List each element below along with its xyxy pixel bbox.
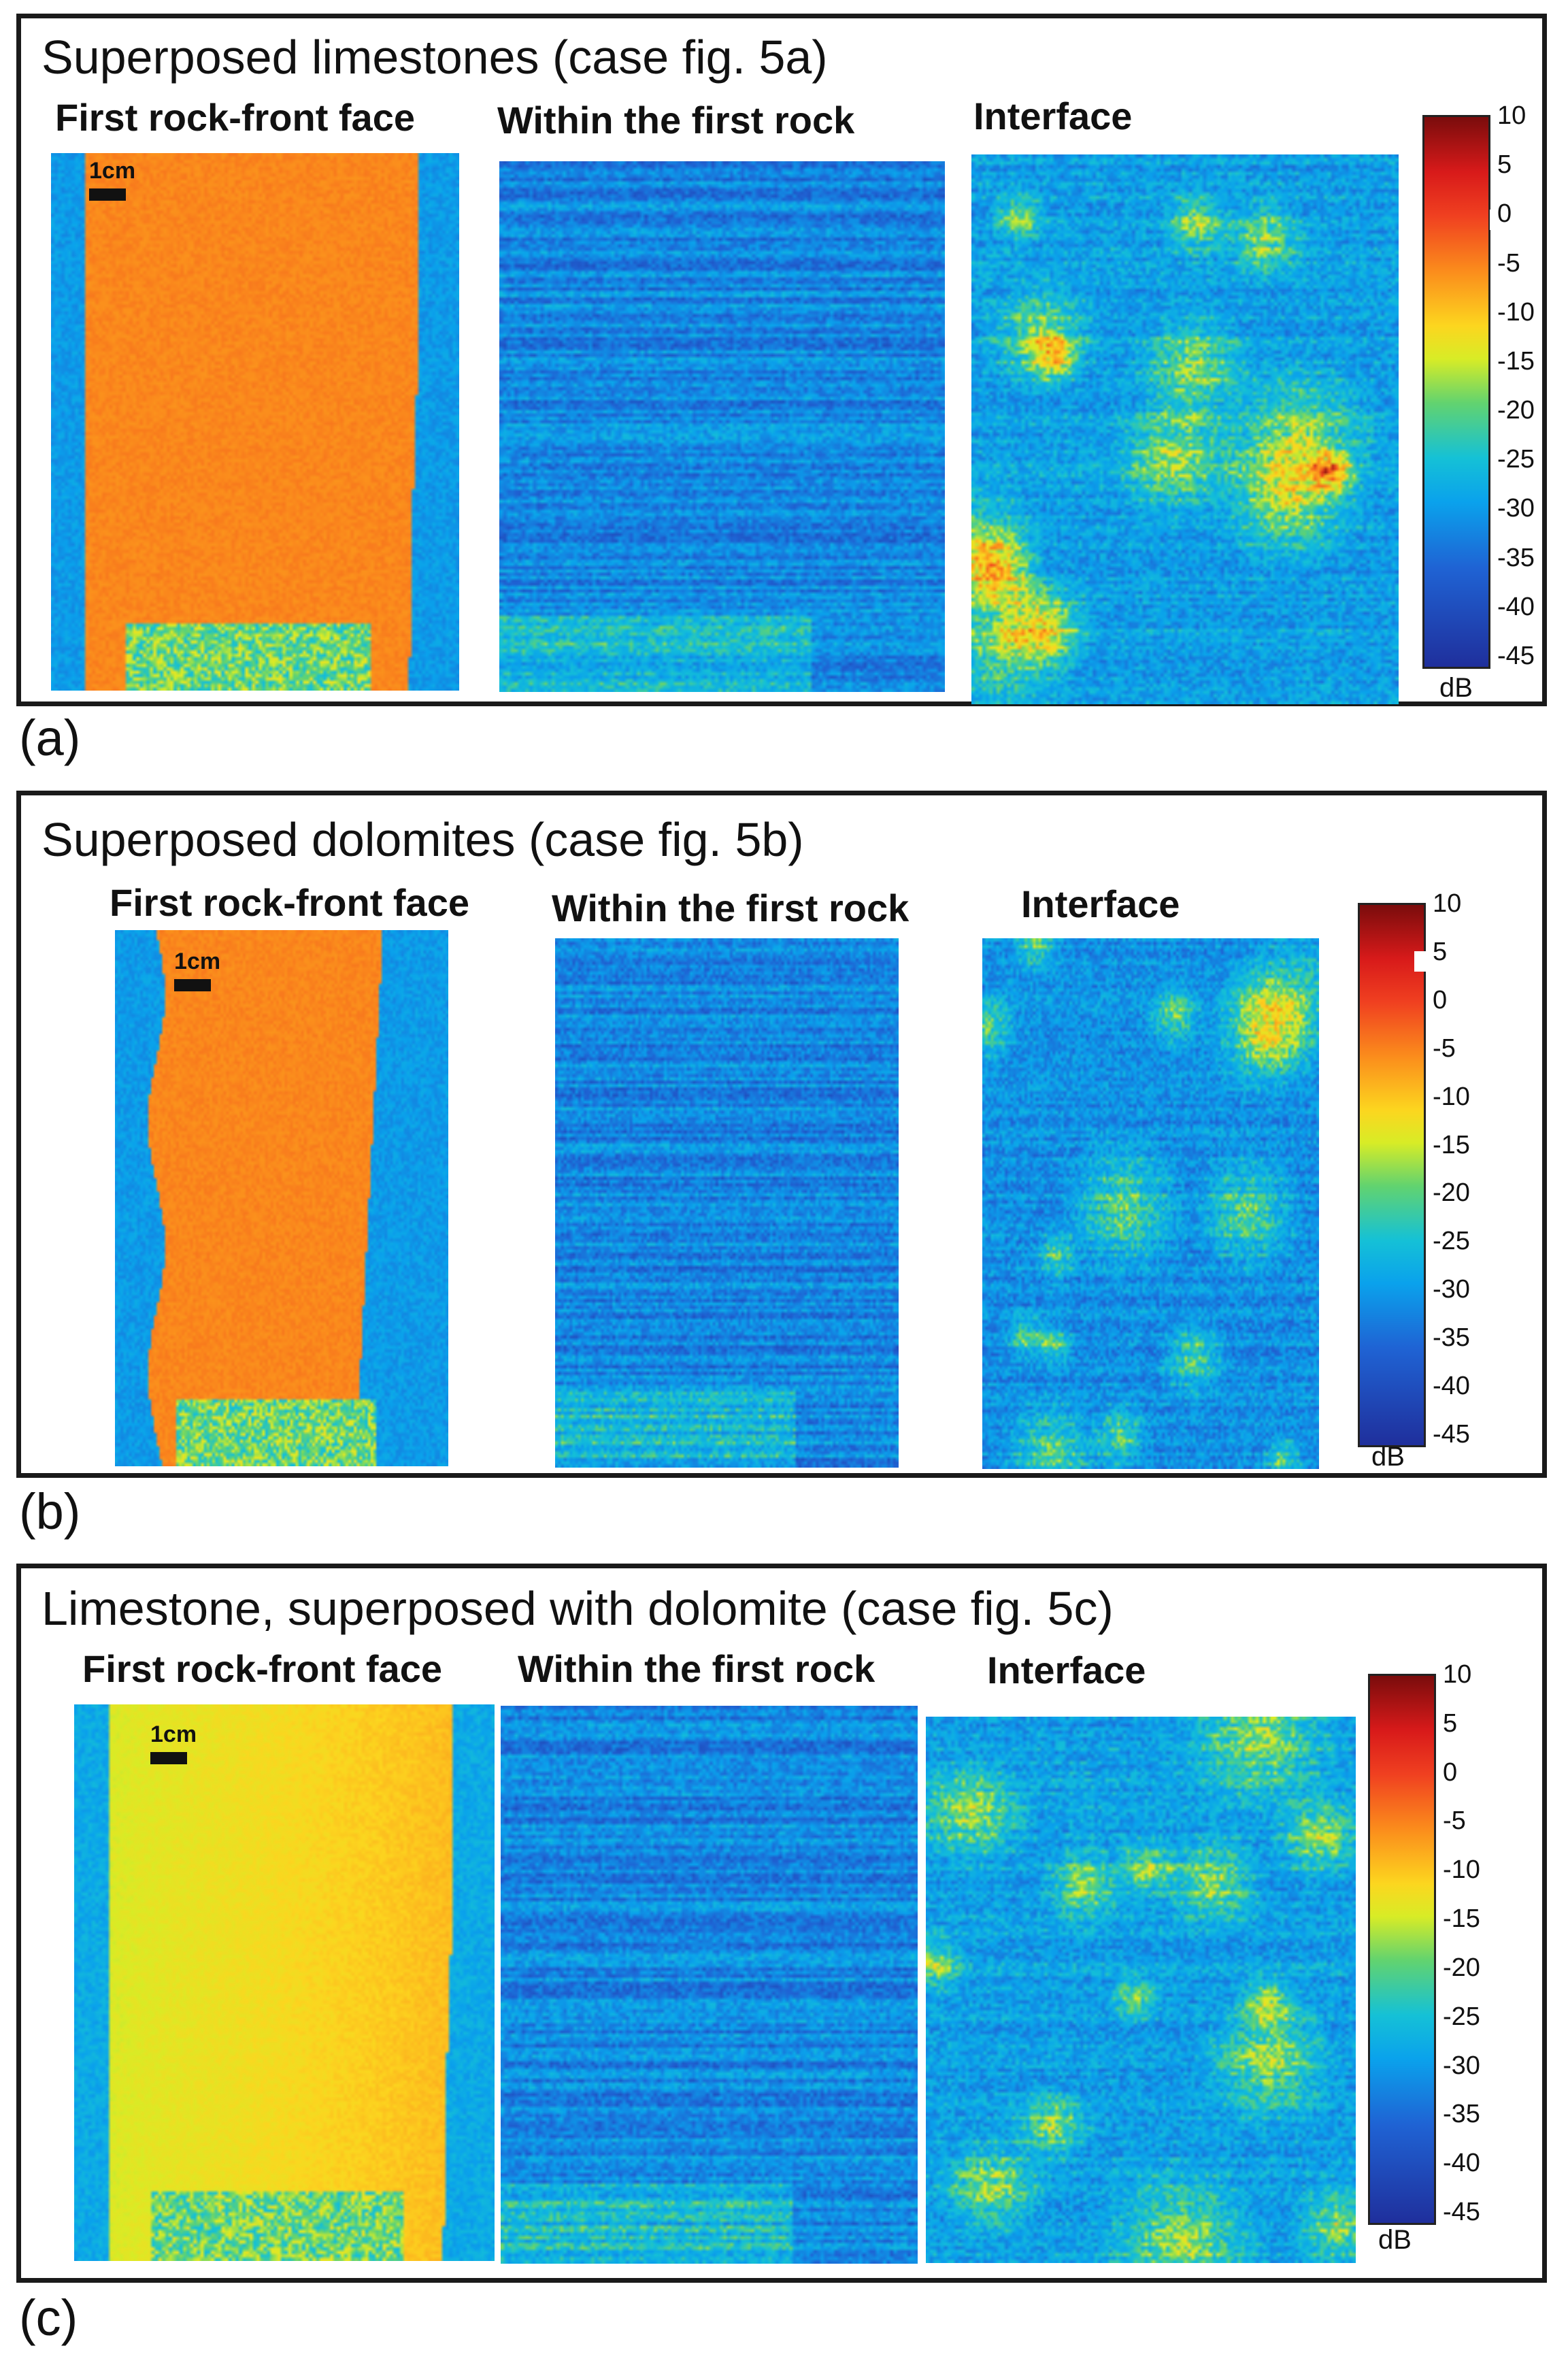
panel-letter-a: (a) (19, 710, 81, 766)
subtitle-within-rock: Within the first rock (552, 887, 910, 929)
panel-title: Limestone, superposed with dolomite (cas… (41, 1582, 1114, 1635)
colorbar-tick-label: -40 (1433, 1372, 1470, 1401)
subtitle-front-face: First rock-front face (82, 1647, 442, 1690)
within-rock-map (499, 161, 945, 692)
colorbar-tick-label: -25 (1497, 445, 1535, 474)
colorbar-unit: dB (1378, 2225, 1412, 2255)
colorbar (1368, 1674, 1436, 2225)
colorbar-tick-label: -15 (1443, 1904, 1480, 1934)
scale-bar (89, 188, 126, 201)
colorbar-tick-label: -35 (1497, 543, 1535, 572)
colorbar-tick-label: -40 (1443, 2149, 1480, 2178)
subtitle-within-rock: Within the first rock (518, 1647, 875, 1690)
colorbar-tick-label: 0 (1497, 199, 1512, 229)
subtitle-interface: Interface (973, 95, 1133, 137)
interface-map (971, 154, 1399, 704)
colorbar-tick-label: -45 (1433, 1420, 1470, 1449)
colorbar-tick-label: 10 (1443, 1660, 1472, 1689)
panel-letter-b: (b) (19, 1483, 81, 1540)
scale-bar (174, 979, 211, 991)
colorbar-tick-label: -5 (1497, 248, 1520, 278)
subtitle-front-face: First rock-front face (110, 881, 469, 924)
panel-c: Limestone, superposed with dolomite (cas… (16, 1564, 1547, 2283)
panel-title: Superposed limestones (case fig. 5a) (41, 31, 828, 84)
scale-label: 1cm (89, 158, 136, 184)
subtitle-interface: Interface (987, 1649, 1146, 1691)
colorbar-tick-label: -10 (1443, 1855, 1480, 1885)
colorbar-unit: dB (1439, 673, 1473, 703)
interface-map (926, 1717, 1356, 2263)
panel-b: Superposed dolomites (case fig. 5b) Firs… (16, 791, 1547, 1478)
within-rock-map (555, 938, 899, 1468)
front-face-map (51, 153, 459, 691)
colorbar-tick-label: -5 (1443, 1806, 1466, 1836)
panel-title: Superposed dolomites (case fig. 5b) (41, 813, 804, 866)
colorbar-tick-label: -20 (1433, 1178, 1470, 1208)
subtitle-interface: Interface (1021, 882, 1180, 925)
panel-a: Superposed limestones (case fig. 5a) Fir… (16, 14, 1547, 706)
colorbar-tick-label: 10 (1497, 101, 1527, 130)
interface-map (982, 938, 1319, 1469)
colorbar-tick-label: -20 (1497, 396, 1535, 425)
colorbar-tick-label: -10 (1497, 297, 1535, 327)
colorbar-marker (1490, 210, 1505, 230)
front-face-map (74, 1704, 495, 2261)
subtitle-within-rock: Within the first rock (497, 99, 855, 142)
colorbar-tick-label: 5 (1497, 150, 1512, 180)
colorbar-tick-label: -5 (1433, 1034, 1456, 1063)
colorbar-tick-label: -15 (1497, 346, 1535, 376)
colorbar (1422, 115, 1505, 669)
colorbar-tick-label: -25 (1443, 2002, 1480, 2031)
colorbar-tick-label: 10 (1433, 889, 1462, 918)
colorbar (1358, 903, 1429, 1447)
colorbar-tick-label: 5 (1433, 937, 1448, 966)
colorbar-tick-label: -20 (1443, 1953, 1480, 1982)
subtitle-front-face: First rock-front face (55, 96, 415, 139)
colorbar-tick-label: -45 (1443, 2198, 1480, 2226)
colorbar-tick-label: 5 (1443, 1708, 1458, 1738)
colorbar-tick-label: 0 (1443, 1757, 1458, 1787)
colorbar-tick-label: -30 (1497, 494, 1535, 523)
colorbar-tick-label: -15 (1433, 1130, 1470, 1159)
colorbar-tick-label: -35 (1443, 2100, 1480, 2129)
panel-letter-c: (c) (19, 2290, 78, 2346)
colorbar-tick-label: -40 (1497, 592, 1535, 621)
colorbar-tick-label: -10 (1433, 1082, 1470, 1111)
colorbar-marker (1414, 951, 1429, 972)
colorbar-tick-label: -30 (1433, 1275, 1470, 1304)
colorbar-tick-label: -35 (1433, 1323, 1470, 1353)
front-face-map (115, 930, 448, 1466)
colorbar-tick-label: -30 (1443, 2051, 1480, 2080)
scale-label: 1cm (174, 948, 221, 974)
scale-bar (150, 1752, 187, 1764)
within-rock-map (501, 1706, 918, 2264)
colorbar-unit: dB (1371, 1442, 1405, 1472)
colorbar-tick-label: -45 (1497, 642, 1535, 670)
scale-label: 1cm (150, 1721, 197, 1747)
colorbar-tick-label: -25 (1433, 1227, 1470, 1256)
colorbar-tick-label: 0 (1433, 985, 1448, 1014)
